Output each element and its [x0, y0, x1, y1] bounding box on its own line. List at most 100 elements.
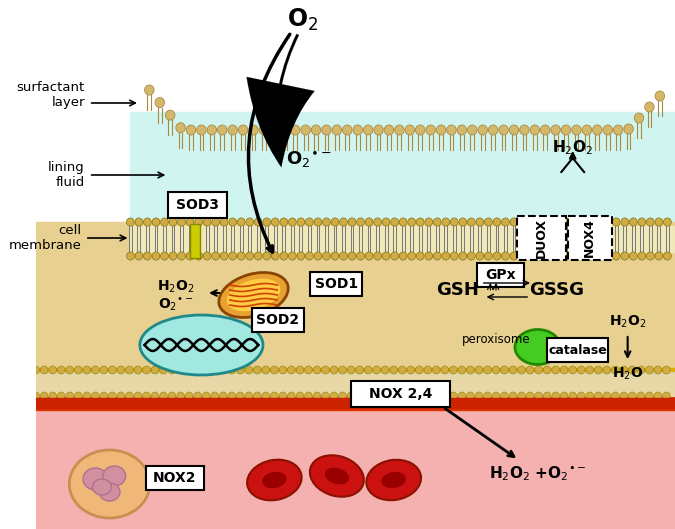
Circle shape	[207, 125, 217, 135]
Circle shape	[365, 218, 373, 226]
Circle shape	[593, 125, 602, 135]
Circle shape	[646, 392, 653, 400]
Circle shape	[254, 366, 261, 374]
Circle shape	[238, 218, 245, 226]
Circle shape	[492, 392, 500, 400]
Circle shape	[499, 125, 508, 135]
Circle shape	[186, 218, 194, 226]
Circle shape	[269, 125, 279, 135]
Circle shape	[126, 366, 133, 374]
Circle shape	[288, 392, 295, 400]
Text: catalase: catalase	[548, 343, 607, 357]
Circle shape	[578, 252, 586, 260]
Circle shape	[373, 366, 381, 374]
Bar	[36, 222, 675, 370]
Circle shape	[306, 218, 313, 226]
Circle shape	[390, 392, 398, 400]
Circle shape	[311, 125, 321, 135]
Circle shape	[441, 366, 449, 374]
Circle shape	[450, 252, 458, 260]
Circle shape	[365, 252, 373, 260]
Circle shape	[202, 392, 210, 400]
Circle shape	[220, 252, 228, 260]
Circle shape	[262, 366, 269, 374]
Circle shape	[478, 125, 487, 135]
Circle shape	[384, 125, 394, 135]
Circle shape	[595, 392, 602, 400]
Circle shape	[306, 252, 313, 260]
Circle shape	[238, 218, 245, 226]
Circle shape	[348, 252, 356, 260]
Circle shape	[347, 392, 355, 400]
Circle shape	[543, 392, 551, 400]
Circle shape	[450, 366, 457, 374]
Circle shape	[254, 252, 262, 260]
FancyBboxPatch shape	[252, 308, 304, 332]
Text: SOD2: SOD2	[256, 313, 299, 327]
Circle shape	[296, 366, 304, 374]
Circle shape	[228, 366, 236, 374]
Ellipse shape	[99, 483, 120, 501]
Circle shape	[630, 218, 637, 226]
Bar	[130, 226, 675, 252]
Circle shape	[169, 252, 177, 260]
Circle shape	[466, 366, 475, 374]
Circle shape	[127, 218, 134, 226]
Circle shape	[176, 123, 186, 133]
Circle shape	[638, 252, 646, 260]
Circle shape	[400, 252, 407, 260]
Circle shape	[621, 218, 628, 226]
Circle shape	[510, 218, 518, 226]
Circle shape	[509, 125, 518, 135]
Circle shape	[66, 366, 74, 374]
Circle shape	[604, 252, 612, 260]
Circle shape	[186, 392, 193, 400]
Circle shape	[587, 218, 595, 226]
Circle shape	[236, 392, 244, 400]
Circle shape	[374, 218, 381, 226]
Circle shape	[466, 392, 475, 400]
Circle shape	[220, 218, 228, 226]
Ellipse shape	[247, 460, 302, 500]
Circle shape	[203, 252, 211, 260]
Circle shape	[562, 125, 571, 135]
Circle shape	[40, 392, 48, 400]
Circle shape	[254, 218, 262, 226]
Circle shape	[595, 218, 603, 226]
Circle shape	[178, 218, 186, 226]
Circle shape	[168, 366, 176, 374]
Circle shape	[364, 366, 372, 374]
Circle shape	[647, 218, 654, 226]
Ellipse shape	[515, 330, 560, 364]
Circle shape	[562, 218, 569, 226]
Circle shape	[382, 218, 390, 226]
Circle shape	[219, 366, 227, 374]
Circle shape	[280, 252, 288, 260]
Circle shape	[664, 218, 671, 226]
Circle shape	[543, 366, 551, 374]
Circle shape	[83, 392, 90, 400]
Circle shape	[160, 392, 167, 400]
Circle shape	[340, 218, 347, 226]
Circle shape	[553, 218, 560, 226]
Circle shape	[489, 125, 498, 135]
Text: surfactant
layer: surfactant layer	[17, 81, 85, 109]
Circle shape	[263, 252, 271, 260]
Circle shape	[518, 218, 526, 226]
Circle shape	[357, 252, 365, 260]
Circle shape	[356, 366, 363, 374]
Circle shape	[229, 218, 236, 226]
Circle shape	[595, 252, 603, 260]
Circle shape	[212, 252, 219, 260]
Text: NOX4: NOX4	[583, 218, 596, 258]
Circle shape	[578, 218, 586, 226]
Circle shape	[416, 252, 424, 260]
Circle shape	[152, 252, 160, 260]
Circle shape	[304, 392, 313, 400]
Circle shape	[271, 366, 278, 374]
Circle shape	[254, 392, 261, 400]
Bar	[36, 258, 130, 370]
Circle shape	[408, 252, 416, 260]
Circle shape	[271, 218, 279, 226]
Circle shape	[301, 125, 310, 135]
